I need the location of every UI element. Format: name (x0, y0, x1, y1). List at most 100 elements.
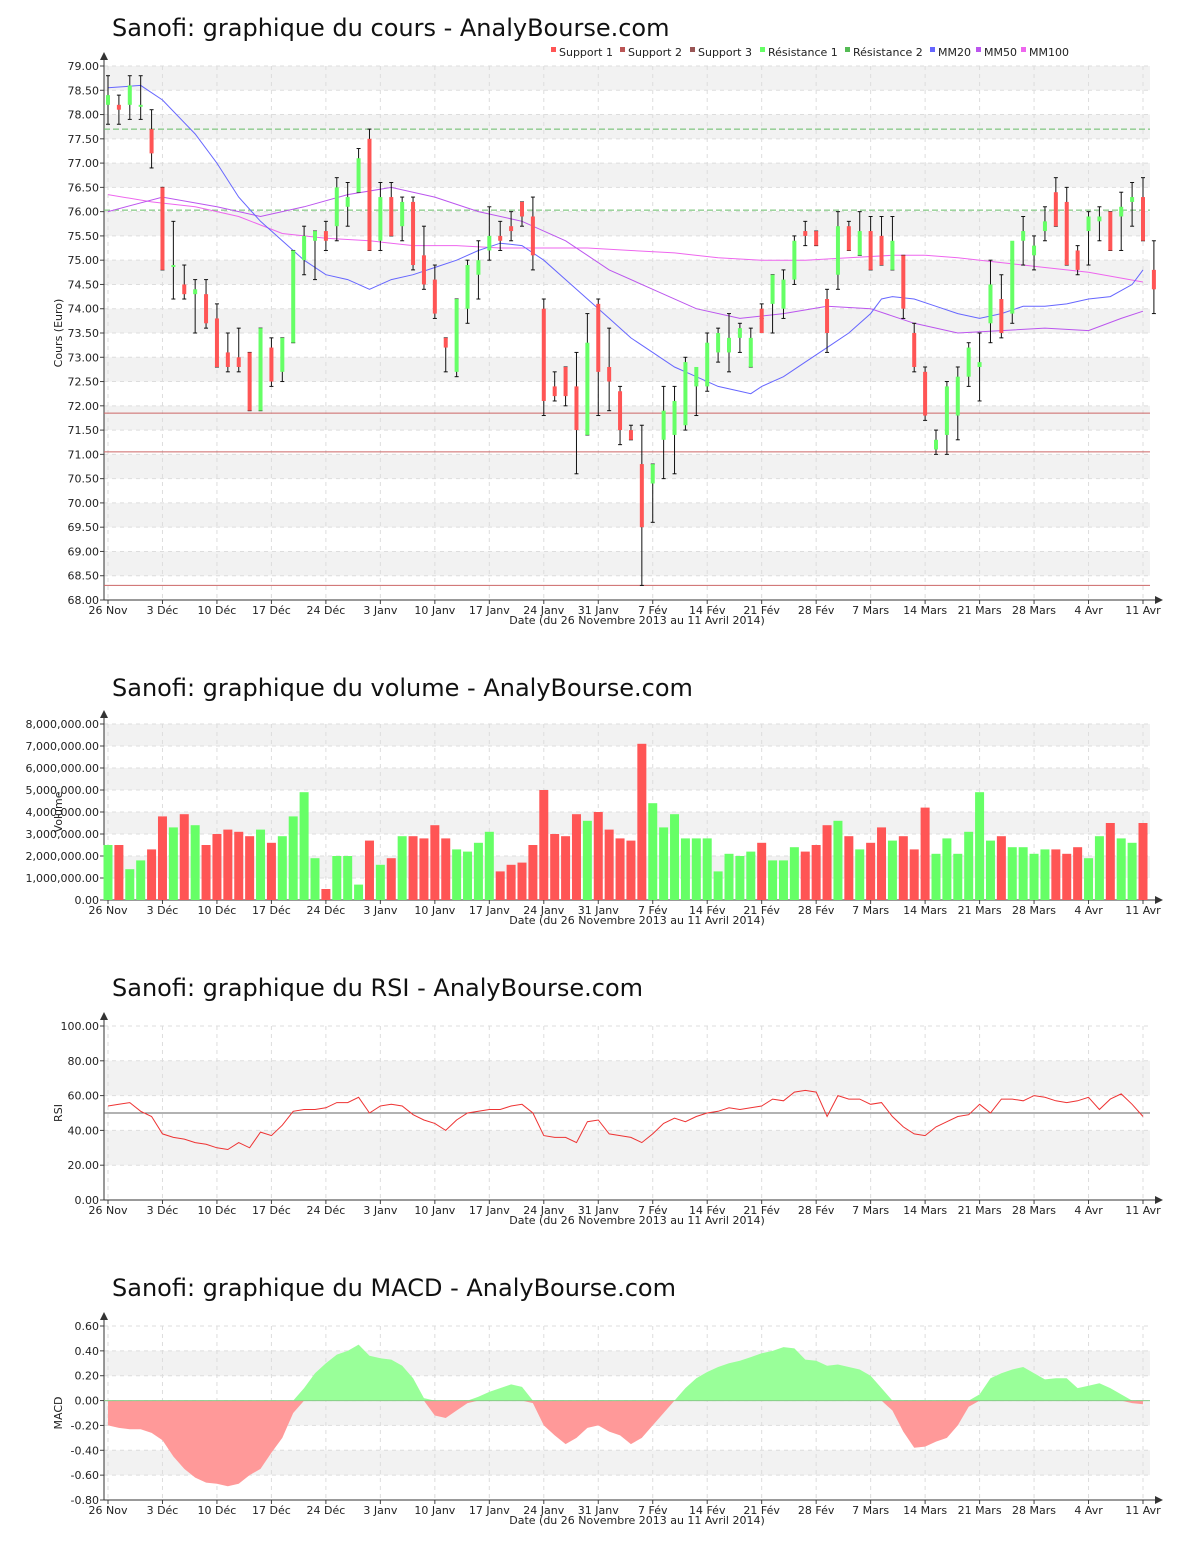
volume-bar (702, 838, 712, 900)
volume-bar (136, 860, 146, 900)
volume-bar (517, 862, 527, 900)
candle (389, 182, 394, 237)
volume-bar (1116, 838, 1126, 900)
candle (999, 274, 1004, 339)
volume-bar (550, 834, 560, 900)
candle-body (541, 308, 546, 401)
volume-bar (495, 871, 505, 900)
candle (803, 220, 808, 247)
candle-body (628, 430, 633, 440)
x-tick-label: 21 Mars (958, 904, 1002, 917)
x-tick-label: 10 Janv (414, 1504, 455, 1517)
candle (781, 269, 786, 319)
y-tick-label: 73.50 (68, 327, 100, 340)
x-tick-label: 28 Fév (798, 904, 835, 917)
candle-body (650, 464, 655, 484)
volume-bar (277, 836, 287, 900)
volume-bar (582, 820, 592, 900)
candle (814, 230, 819, 247)
volume-bar (964, 831, 974, 900)
candle-body (835, 226, 840, 275)
candle (912, 322, 917, 373)
volume-bar (179, 814, 189, 900)
candle-body (487, 235, 492, 251)
candle (923, 366, 928, 421)
x-tick-label: 17 Déc (252, 1504, 291, 1517)
y-tick-label: 72.00 (68, 400, 100, 413)
candle (520, 201, 524, 227)
x-tick-label: 3 Janv (363, 1204, 397, 1217)
x-tick-label: 14 Fév (689, 1504, 726, 1517)
legend-swatch (620, 47, 625, 52)
candle-body (770, 274, 775, 304)
x-axis-arrow (1155, 896, 1163, 904)
x-axis-arrow (1155, 596, 1163, 604)
volume-bar (604, 829, 614, 900)
volume-bar (245, 836, 255, 900)
x-tick-label: 3 Janv (363, 1504, 397, 1517)
candle-body (171, 265, 176, 268)
candle-body (378, 197, 383, 241)
candle (748, 327, 753, 368)
candle-body (1032, 245, 1037, 256)
candle (563, 366, 568, 407)
candle-body (214, 318, 219, 367)
grid-band (104, 1450, 1150, 1476)
candle (835, 211, 840, 290)
y-tick-label: 78.00 (68, 109, 100, 122)
candle-body (421, 255, 426, 285)
candle (1053, 177, 1058, 227)
x-tick-label: 28 Mars (1012, 604, 1056, 617)
candle (443, 337, 448, 373)
volume-bar (670, 814, 680, 900)
legend-item: Support 3 (698, 46, 752, 59)
x-tick-label: 7 Fév (638, 604, 668, 617)
volume-bar (637, 743, 647, 900)
candle-body (280, 337, 285, 372)
legend-item: Résistance 1 (768, 46, 838, 59)
legend-item: MM20 (938, 46, 971, 59)
y-tick-label: 70.50 (68, 473, 100, 486)
grid-band (104, 357, 1150, 382)
volume-bar (364, 840, 374, 900)
y-tick-label: 0.40 (75, 1345, 100, 1358)
candle (160, 186, 165, 271)
candle (650, 463, 655, 523)
volume-bar (800, 851, 810, 900)
chart-title: Sanofi: graphique du volume - AnalyBours… (112, 674, 693, 702)
volume-bar (877, 827, 887, 900)
x-tick-label: 24 Déc (307, 1204, 346, 1217)
candle-body (302, 235, 307, 261)
x-axis-label: Date (du 26 Novembre 2013 au 11 Avril 20… (509, 1214, 765, 1227)
candle (509, 211, 514, 242)
candle (737, 322, 742, 353)
volume-bar (855, 849, 865, 900)
candle-body (748, 337, 753, 367)
candle (944, 381, 949, 455)
volume-bar (735, 856, 745, 900)
volume-bar (190, 825, 200, 900)
volume-bar (452, 849, 462, 900)
x-tick-label: 28 Fév (798, 604, 835, 617)
candle-body (116, 104, 121, 110)
y-tick-label: 5,000,000.00 (26, 784, 99, 797)
x-tick-label: 10 Janv (414, 604, 455, 617)
candle-body (901, 255, 906, 309)
candle (683, 356, 688, 431)
x-tick-label: 3 Déc (147, 604, 179, 617)
candle (574, 351, 579, 475)
grid-band (104, 812, 1150, 834)
candle (106, 75, 110, 125)
volume-bar (985, 840, 995, 900)
y-tick-label: 78.50 (68, 84, 100, 97)
candle-body (1151, 269, 1156, 290)
candle (411, 196, 416, 271)
rsi-chart: Sanofi: graphique du RSI - AnalyBourse.c… (52, 974, 1163, 1227)
x-tick-label: 3 Déc (147, 1504, 179, 1517)
x-tick-label: 31 Janv (578, 604, 619, 617)
candle (280, 337, 285, 383)
x-tick-label: 31 Janv (578, 1204, 619, 1217)
candle (955, 366, 960, 441)
candle (291, 249, 296, 344)
x-tick-label: 10 Déc (198, 904, 237, 917)
